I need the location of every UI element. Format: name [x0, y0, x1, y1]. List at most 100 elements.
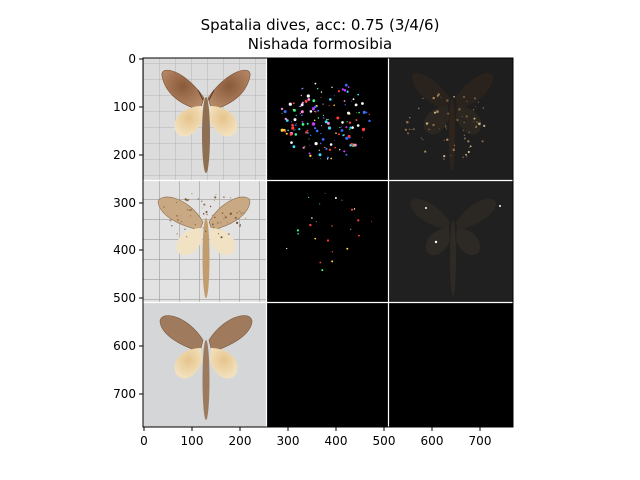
speckle-dot — [340, 126, 342, 128]
speckle-dot — [334, 146, 336, 149]
speckle-dot — [370, 220, 372, 222]
speckle-dot — [351, 100, 353, 102]
x-tick-200: 200 — [229, 427, 251, 448]
speckle-dot — [368, 119, 371, 123]
speckle-dot — [215, 194, 217, 195]
speckle-dot — [242, 212, 245, 215]
speckle-dot — [463, 134, 466, 136]
speckle-dot — [437, 93, 441, 96]
speckle-dot — [311, 217, 313, 219]
speckle-dot — [480, 121, 481, 123]
x-tick-label: 700 — [469, 434, 492, 448]
speckle-dot — [217, 233, 220, 235]
speckle-dot — [314, 110, 317, 113]
speckle-dot — [347, 134, 351, 138]
speckle-dot — [221, 212, 224, 215]
speckle-dot — [340, 129, 344, 132]
speckle-dot — [201, 207, 203, 209]
speckle-dot — [291, 123, 294, 127]
speckle-dot — [334, 139, 336, 141]
speckle-dot — [366, 111, 368, 114]
speckle-dot — [348, 121, 352, 124]
speckle-dot — [355, 112, 357, 114]
x-tick-label: 600 — [421, 434, 444, 448]
speckle-dot — [239, 225, 241, 227]
y-tick-label: 400 — [113, 243, 136, 257]
speckle-dot — [227, 222, 229, 223]
speckle-dot — [345, 126, 348, 129]
speckle-dot — [298, 128, 301, 131]
speckle-dot — [473, 121, 475, 123]
speckle-dot — [325, 147, 328, 150]
speckle-dot — [328, 126, 330, 128]
speckle-dot — [317, 117, 320, 119]
speckle-dot — [301, 121, 304, 123]
speckle-dot — [462, 156, 465, 159]
speckle-dot — [433, 111, 437, 114]
y-tick-label: 600 — [113, 339, 136, 353]
speckle-dot — [475, 125, 478, 128]
speckle-dot — [444, 125, 447, 128]
speckle-dot — [314, 142, 318, 146]
speckle-dot — [314, 237, 317, 240]
speckle-dot — [349, 126, 352, 129]
speckle-dot — [324, 147, 326, 149]
speckle-dot — [220, 222, 222, 224]
title-line-predicted: Nishada formosibia — [247, 35, 393, 53]
speckle-dot — [176, 218, 180, 221]
speckle-dot — [186, 236, 188, 238]
speckle-dot — [322, 116, 324, 118]
title-line-species: Spatalia dives, acc: 0.75 (3/4/6) — [200, 16, 440, 34]
speckle-dot — [354, 103, 358, 107]
speckle-dot — [362, 110, 366, 114]
speckle-dot — [463, 137, 466, 140]
speckle-dot — [287, 129, 289, 132]
speckle-dot — [404, 128, 408, 131]
speckle-dot — [358, 234, 360, 237]
speckle-dot — [280, 128, 284, 132]
speckle-dot — [342, 134, 345, 137]
speckle-dot — [213, 200, 215, 202]
speckle-dot — [187, 198, 190, 201]
speckle-dot — [214, 196, 217, 199]
speckle-dot — [428, 128, 430, 130]
speckle-dot — [194, 224, 196, 225]
y-tick-label: 100 — [113, 100, 136, 114]
speckle-dot — [461, 115, 463, 117]
speckle-dot — [335, 132, 337, 134]
speckle-dot — [454, 119, 456, 121]
speckle-dot — [312, 99, 316, 103]
speckle-dot — [326, 158, 329, 160]
speckle-dot — [197, 198, 199, 200]
speckle-dot — [336, 116, 340, 120]
speckle-dot — [308, 152, 311, 155]
speckle-dot — [344, 83, 348, 87]
speckle-dot — [309, 110, 313, 113]
speckle-dot — [212, 226, 215, 229]
speckle-dot — [349, 128, 351, 130]
speckle-dot — [223, 218, 225, 220]
x-axis: 0 100 200 300 400 500 600 700 — [140, 427, 491, 448]
speckle-dot — [299, 105, 302, 108]
x-tick-700: 700 — [469, 427, 492, 448]
speckle-dot — [202, 213, 205, 215]
speckle-dot — [295, 123, 297, 124]
speckle-dot — [321, 269, 324, 272]
speckle-dot — [312, 158, 313, 159]
y-tick-200: 200 — [113, 148, 143, 162]
speckle-dot — [301, 88, 303, 90]
speckle-dot — [324, 193, 326, 195]
speckle-dot — [296, 229, 299, 232]
speckle-dot — [475, 127, 477, 128]
y-tick-0: 0 — [128, 52, 143, 66]
speckle-dot — [356, 124, 360, 127]
speckle-dot — [309, 134, 312, 137]
speckle-dot — [478, 122, 481, 126]
speckle-dot — [307, 132, 309, 134]
speckle-dot — [298, 105, 300, 107]
speckle-dot — [317, 109, 320, 112]
speckle-dot — [171, 225, 173, 227]
speckle-dot — [212, 214, 214, 217]
x-tick-label: 0 — [140, 434, 148, 448]
speckle-dot — [466, 100, 468, 102]
